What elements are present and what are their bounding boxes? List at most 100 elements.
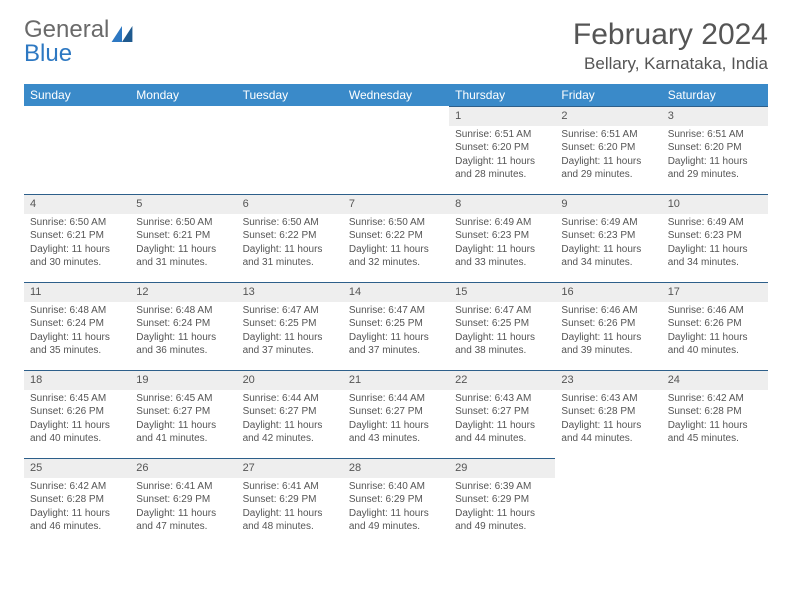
day-body: Sunrise: 6:42 AMSunset: 6:28 PMDaylight:… [24, 478, 130, 538]
sunset-line: Sunset: 6:21 PM [136, 229, 230, 243]
day-header: Friday [555, 84, 661, 106]
day-number: 19 [130, 370, 236, 390]
calendar-cell: 13 Sunrise: 6:47 AMSunset: 6:25 PMDayligh… [237, 282, 343, 370]
sunset-line: Sunset: 6:22 PM [243, 229, 337, 243]
calendar-cell: 19Sunrise: 6:45 AMSunset: 6:27 PMDayligh… [130, 370, 236, 458]
logo: GeneralBlue [24, 18, 133, 66]
calendar-week-row: 25Sunrise: 6:42 AMSunset: 6:28 PMDayligh… [24, 458, 768, 546]
calendar-cell: 28Sunrise: 6:40 AMSunset: 6:29 PMDayligh… [343, 458, 449, 546]
day-number: 5 [130, 194, 236, 214]
day-number: 25 [24, 458, 130, 478]
day-body: Sunrise: 6:45 AMSunset: 6:27 PMDaylight:… [130, 390, 236, 450]
daylight-line: Daylight: 11 hours and 47 minutes. [136, 507, 230, 534]
calendar-cell: 7Sunrise: 6:50 AMSunset: 6:22 PMDaylight… [343, 194, 449, 282]
logo-word-2: Blue [24, 42, 133, 66]
day-header: Wednesday [343, 84, 449, 106]
day-body: Sunrise: 6:44 AMSunset: 6:27 PMDaylight:… [343, 390, 449, 450]
daylight-line: Daylight: 11 hours and 31 minutes. [136, 243, 230, 270]
daylight-line: Daylight: 11 hours and 49 minutes. [349, 507, 443, 534]
calendar-cell: 12Sunrise: 6:48 AMSunset: 6:24 PMDayligh… [130, 282, 236, 370]
sunrise-line: Sunrise: 6:42 AM [30, 480, 124, 494]
daylight-line: Daylight: 11 hours and 29 minutes. [561, 155, 655, 182]
day-body: Sunrise: 6:43 AMSunset: 6:27 PMDaylight:… [449, 390, 555, 450]
daylight-line: Daylight: 11 hours and 37 minutes. [349, 331, 443, 358]
calendar-cell: 24Sunrise: 6:42 AMSunset: 6:28 PMDayligh… [662, 370, 768, 458]
calendar-cell [343, 106, 449, 194]
sunrise-line: Sunrise: 6:42 AM [668, 392, 762, 406]
sunrise-line: Sunrise: 6:47 AM [455, 304, 549, 318]
daylight-line: Daylight: 11 hours and 28 minutes. [455, 155, 549, 182]
day-number: 10 [662, 194, 768, 214]
calendar-cell: 26Sunrise: 6:41 AMSunset: 6:29 PMDayligh… [130, 458, 236, 546]
day-number: 29 [449, 458, 555, 478]
day-number: 6 [237, 194, 343, 214]
sunrise-line: Sunrise: 6:51 AM [668, 128, 762, 142]
daylight-line: Daylight: 11 hours and 44 minutes. [455, 419, 549, 446]
sunrise-line: Sunrise: 6:47 AM [243, 304, 337, 318]
calendar-cell: 11Sunrise: 6:48 AMSunset: 6:24 PMDayligh… [24, 282, 130, 370]
day-body: Sunrise: 6:49 AMSunset: 6:23 PMDaylight:… [555, 214, 661, 274]
daylight-line: Daylight: 11 hours and 46 minutes. [30, 507, 124, 534]
sunrise-line: Sunrise: 6:39 AM [455, 480, 549, 494]
day-number: 26 [130, 458, 236, 478]
sunrise-line: Sunrise: 6:41 AM [136, 480, 230, 494]
sunset-line: Sunset: 6:28 PM [561, 405, 655, 419]
day-number: 13 [237, 282, 343, 302]
daylight-line: Daylight: 11 hours and 34 minutes. [561, 243, 655, 270]
calendar-cell [130, 106, 236, 194]
sunrise-line: Sunrise: 6:51 AM [561, 128, 655, 142]
sunrise-line: Sunrise: 6:43 AM [455, 392, 549, 406]
logo-triangle-icon [111, 26, 133, 42]
sunrise-line: Sunrise: 6:44 AM [243, 392, 337, 406]
day-body: Sunrise: 6:50 AMSunset: 6:21 PMDaylight:… [130, 214, 236, 274]
calendar-cell: 2Sunrise: 6:51 AMSunset: 6:20 PMDaylight… [555, 106, 661, 194]
day-body: Sunrise: 6:49 AMSunset: 6:23 PMDaylight:… [662, 214, 768, 274]
day-body: Sunrise: 6:51 AMSunset: 6:20 PMDaylight:… [662, 126, 768, 186]
daylight-line: Daylight: 11 hours and 44 minutes. [561, 419, 655, 446]
day-body: Sunrise: 6:42 AMSunset: 6:28 PMDaylight:… [662, 390, 768, 450]
day-header: Saturday [662, 84, 768, 106]
daylight-line: Daylight: 11 hours and 37 minutes. [243, 331, 337, 358]
daylight-line: Daylight: 11 hours and 40 minutes. [30, 419, 124, 446]
daylight-line: Daylight: 11 hours and 42 minutes. [243, 419, 337, 446]
calendar-cell: 4Sunrise: 6:50 AMSunset: 6:21 PMDaylight… [24, 194, 130, 282]
calendar-cell [662, 458, 768, 546]
calendar-cell: 1Sunrise: 6:51 AMSunset: 6:20 PMDaylight… [449, 106, 555, 194]
day-body: Sunrise: 6:50 AMSunset: 6:22 PMDaylight:… [237, 214, 343, 274]
calendar-cell: 22Sunrise: 6:43 AMSunset: 6:27 PMDayligh… [449, 370, 555, 458]
calendar-cell: 3Sunrise: 6:51 AMSunset: 6:20 PMDaylight… [662, 106, 768, 194]
sunset-line: Sunset: 6:22 PM [349, 229, 443, 243]
calendar-cell: 9Sunrise: 6:49 AMSunset: 6:23 PMDaylight… [555, 194, 661, 282]
logo-word-1: General [24, 18, 109, 42]
calendar-cell: 8Sunrise: 6:49 AMSunset: 6:23 PMDaylight… [449, 194, 555, 282]
sunset-line: Sunset: 6:24 PM [136, 317, 230, 331]
month-title: February 2024 [573, 18, 768, 52]
sunrise-line: Sunrise: 6:49 AM [455, 216, 549, 230]
day-body: Sunrise: 6:41 AMSunset: 6:29 PMDaylight:… [130, 478, 236, 538]
sunrise-line: Sunrise: 6:46 AM [561, 304, 655, 318]
sunset-line: Sunset: 6:24 PM [30, 317, 124, 331]
sunset-line: Sunset: 6:25 PM [455, 317, 549, 331]
sunset-line: Sunset: 6:27 PM [349, 405, 443, 419]
sunset-line: Sunset: 6:29 PM [136, 493, 230, 507]
day-body: Sunrise: 6:50 AMSunset: 6:21 PMDaylight:… [24, 214, 130, 274]
calendar-cell: 16Sunrise: 6:46 AMSunset: 6:26 PMDayligh… [555, 282, 661, 370]
sunrise-line: Sunrise: 6:51 AM [455, 128, 549, 142]
calendar-cell: 17Sunrise: 6:46 AMSunset: 6:26 PMDayligh… [662, 282, 768, 370]
sunset-line: Sunset: 6:23 PM [455, 229, 549, 243]
day-body: Sunrise: 6:51 AMSunset: 6:20 PMDaylight:… [555, 126, 661, 186]
sunset-line: Sunset: 6:23 PM [561, 229, 655, 243]
day-header-row: SundayMondayTuesdayWednesdayThursdayFrid… [24, 84, 768, 106]
calendar-cell: 27Sunrise: 6:41 AMSunset: 6:29 PMDayligh… [237, 458, 343, 546]
sunset-line: Sunset: 6:25 PM [243, 317, 337, 331]
sunset-line: Sunset: 6:27 PM [455, 405, 549, 419]
daylight-line: Daylight: 11 hours and 41 minutes. [136, 419, 230, 446]
daylight-line: Daylight: 11 hours and 40 minutes. [668, 331, 762, 358]
day-number: 17 [662, 282, 768, 302]
daylight-line: Daylight: 11 hours and 48 minutes. [243, 507, 337, 534]
sunset-line: Sunset: 6:20 PM [668, 141, 762, 155]
sunrise-line: Sunrise: 6:48 AM [136, 304, 230, 318]
sunrise-line: Sunrise: 6:50 AM [30, 216, 124, 230]
day-number: 7 [343, 194, 449, 214]
day-header: Sunday [24, 84, 130, 106]
